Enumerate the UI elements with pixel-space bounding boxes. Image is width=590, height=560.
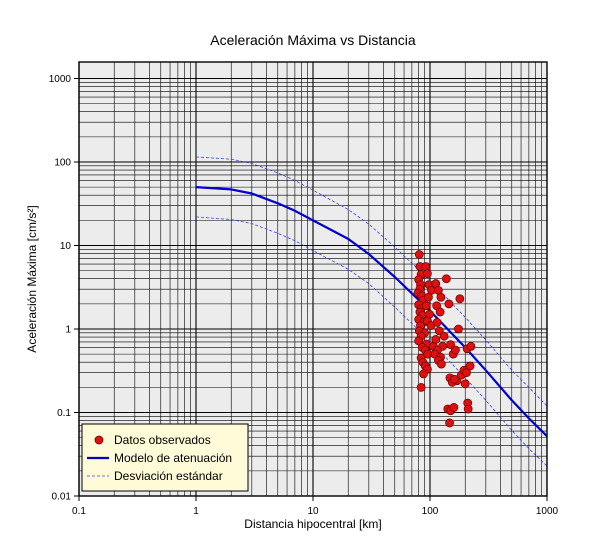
y-tick-label: 1000 (49, 74, 72, 85)
observed-data-point (421, 262, 431, 271)
observed-data-point (444, 299, 454, 309)
observed-data-point (436, 292, 446, 302)
observed-data-point (414, 250, 424, 259)
y-tick-label: 1 (65, 325, 71, 336)
observed-data-point (451, 345, 460, 355)
observed-data-point (460, 379, 470, 389)
observed-data-point (465, 361, 475, 371)
observed-data-point (449, 403, 459, 412)
observed-data-point (466, 341, 476, 351)
observed-data-point (416, 382, 426, 392)
attenuation-model-line (195, 186, 548, 437)
observed-data-point (446, 340, 456, 350)
observed-data-point (435, 307, 445, 317)
observed-data-point (424, 292, 433, 302)
y-tick-label: 100 (54, 158, 71, 169)
observed-data-point (431, 335, 441, 344)
legend: Datos observados Modelo de atenuación De… (81, 423, 249, 492)
observed-data-point (419, 369, 428, 379)
legend-label-observed: Datos observados (114, 433, 211, 447)
observed-data-point (439, 331, 449, 341)
observed-data-point (441, 274, 451, 284)
observed-data-point (432, 317, 442, 327)
x-tick-label: 10 (307, 506, 319, 517)
y-tick-label: 10 (60, 241, 72, 252)
observed-data-point (421, 301, 431, 311)
observed-points (413, 250, 476, 428)
observed-data-point (454, 324, 463, 334)
x-tick-label: 0.1 (72, 506, 86, 517)
legend-symbol-observed (94, 435, 104, 445)
observed-data-point (455, 294, 465, 304)
observed-data-point (462, 368, 471, 378)
x-axis-label: Distancia hipocentral [km] (244, 517, 381, 531)
legend-box (81, 423, 249, 492)
observed-data-point (463, 404, 473, 414)
observed-data-point (436, 359, 446, 369)
y-axis-label: Aceleración Máxima [cm/s²] (25, 205, 39, 352)
observed-data-point (414, 336, 424, 346)
x-tick-label: 1000 (536, 506, 559, 517)
legend-label-deviation: Desviación estándar (114, 469, 223, 483)
observed-data-point (445, 418, 454, 428)
std-deviation-line-2 (195, 156, 548, 407)
y-tick-label: 0.1 (57, 408, 71, 419)
observed-data-point (450, 374, 459, 384)
std-deviation-line-3 (195, 216, 548, 467)
x-tick-label: 100 (422, 506, 439, 517)
model-curves (195, 156, 548, 467)
y-tick-label: 0.01 (52, 492, 72, 503)
x-tick-label: 1 (193, 506, 199, 517)
observed-data-point (422, 269, 432, 279)
chart-title: Aceleración Máxima vs Distancia (210, 32, 416, 48)
legend-label-model: Modelo de atenuación (114, 451, 232, 465)
